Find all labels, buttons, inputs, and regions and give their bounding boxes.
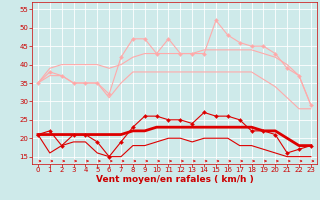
X-axis label: Vent moyen/en rafales ( km/h ): Vent moyen/en rafales ( km/h ) [96,175,253,184]
